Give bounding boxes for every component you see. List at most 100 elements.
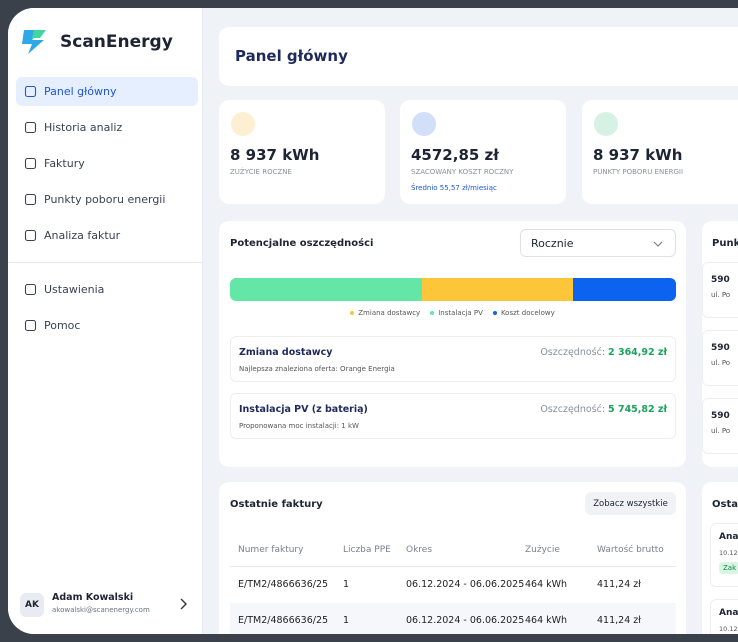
bar-segment bbox=[573, 278, 676, 301]
point-addr: ul. Po bbox=[711, 427, 731, 435]
legend-dot bbox=[430, 311, 435, 315]
legend-item: Instalacja PV bbox=[430, 309, 483, 317]
nav-icon bbox=[24, 193, 37, 206]
nav-item[interactable]: Analiza faktur bbox=[16, 221, 198, 250]
nav-icon bbox=[24, 319, 37, 332]
cell: E/TM2/4866636/25 bbox=[238, 615, 329, 626]
chevron[interactable] bbox=[178, 597, 188, 611]
point-addr: ul. Po bbox=[711, 291, 731, 299]
recent-card: Ostat Ana 10.12. Zak Ana 10.12. bbox=[702, 482, 738, 634]
divider bbox=[8, 262, 203, 263]
cell: E/TM2/4866636/25 bbox=[238, 579, 329, 590]
period-select[interactable]: Rocznie bbox=[520, 229, 676, 257]
points-title: Punkt bbox=[712, 238, 738, 249]
column-header: Numer faktury bbox=[238, 545, 304, 555]
saving-name: Instalacja PV (z baterią) bbox=[239, 404, 368, 415]
user-email: akowalski@scanenergy.com bbox=[52, 606, 150, 614]
saving-amount: 2 364,92 zł bbox=[608, 347, 667, 358]
stat-card: 8 937 kWh ZUŻYCIE ROCZNE bbox=[219, 100, 385, 204]
column-header: Liczba PPE bbox=[343, 545, 391, 555]
recent-item: Ana 10.12. Zak bbox=[710, 523, 738, 587]
savings-bar bbox=[230, 278, 676, 301]
recent-date: 10.12. bbox=[719, 625, 738, 633]
nav-item[interactable]: Ustawienia bbox=[16, 275, 198, 304]
stat-sub: Średnio 55,57 zł/miesiąc bbox=[411, 184, 497, 192]
stat-label: SZACOWANY KOSZT ROCZNY bbox=[411, 168, 514, 176]
brand: ScanEnergy bbox=[60, 32, 173, 52]
stat-icon bbox=[412, 112, 436, 136]
invoices-title: Ostatnie faktury bbox=[230, 499, 323, 510]
saving-desc: Najlepsza znaleziona oferta: Orange Ener… bbox=[239, 365, 395, 373]
legend-label: Koszt docelowy bbox=[500, 309, 555, 317]
point-item: 590 ul. Po bbox=[702, 330, 738, 386]
nav-icon bbox=[24, 157, 37, 170]
legend-label: Zmiana dostawcy bbox=[358, 309, 421, 317]
nav-item[interactable]: Historia analiz bbox=[16, 113, 198, 142]
header-rule bbox=[230, 566, 676, 567]
legend-item: Zmiana dostawcy bbox=[350, 309, 420, 317]
legend-dot bbox=[350, 311, 355, 315]
caret bbox=[653, 241, 663, 247]
stat-card: 4572,85 zł SZACOWANY KOSZT ROCZNY Średnio … bbox=[400, 100, 566, 204]
point-id: 590 bbox=[711, 343, 730, 353]
nav-icon bbox=[24, 283, 37, 296]
cell: 06.12.2024 - 06.06.2025 bbox=[406, 579, 525, 590]
stat-card: 8 937 kWh PUNKTY POBORU ENERGII bbox=[582, 100, 738, 204]
saving-label: Oszczędność: bbox=[540, 347, 606, 358]
point-id: 590 bbox=[711, 275, 730, 285]
saving-desc: Proponowana moc instalacji: 1 kW bbox=[239, 422, 359, 430]
nav-icon bbox=[24, 229, 37, 242]
cell: 464 kWh bbox=[525, 579, 568, 590]
point-addr: ul. Po bbox=[711, 359, 731, 367]
recent-date: 10.12. bbox=[719, 549, 738, 557]
savings-title: Potencjalne oszczędności bbox=[230, 238, 374, 249]
nav-item[interactable]: Faktury bbox=[16, 149, 198, 178]
legend-dot bbox=[492, 311, 497, 315]
avatar: AK bbox=[20, 593, 44, 617]
recent-name: Ana bbox=[719, 608, 738, 618]
stat-value: 4572,85 zł bbox=[411, 146, 499, 164]
saving-amount-row: Oszczędność: 2 364,92 zł bbox=[540, 347, 667, 358]
nav-icon bbox=[24, 85, 37, 98]
stat-value: 8 937 kWh bbox=[230, 146, 320, 164]
recent-title: Ostat bbox=[712, 499, 738, 510]
legend: Zmiana dostawcy Instalacja PV Koszt docelo… bbox=[219, 309, 686, 317]
header: Panel główny bbox=[219, 27, 738, 86]
row-bg bbox=[230, 603, 676, 634]
nav-item[interactable]: Panel główny bbox=[16, 77, 198, 106]
stat-label: PUNKTY POBORU ENERGII bbox=[593, 168, 684, 176]
points-card: Punkt 590 ul. Po 590 ul. Po 590 ul. Po bbox=[702, 221, 738, 467]
saving-label: Oszczędność: bbox=[540, 404, 606, 415]
nav-icon bbox=[24, 121, 37, 134]
point-item: 590 ul. Po bbox=[702, 262, 738, 318]
bar-segment bbox=[230, 278, 422, 301]
nav-item[interactable]: Punkty poboru energii bbox=[16, 185, 198, 214]
savings-card: Potencjalne oszczędności Rocznie Zmiana … bbox=[219, 221, 686, 467]
stat-icon bbox=[231, 112, 255, 136]
recent-name: Ana bbox=[719, 532, 738, 542]
sidebar: ScanEnergy Panel główny Historia analiz Fa… bbox=[8, 8, 203, 634]
cell: 1 bbox=[343, 579, 350, 590]
stat-label: ZUŻYCIE ROCZNE bbox=[230, 168, 292, 176]
nav-item[interactable]: Pomoc bbox=[16, 311, 198, 340]
legend-label: Instalacja PV bbox=[438, 309, 483, 317]
legend-item: Koszt docelowy bbox=[492, 309, 555, 317]
saving-item: Zmiana dostawcy Najlepsza znaleziona ofer… bbox=[230, 336, 676, 382]
column-header: Zużycie bbox=[525, 545, 560, 555]
bar-segment bbox=[421, 278, 574, 301]
saving-item: Instalacja PV (z baterią) Proponowana moc… bbox=[230, 393, 676, 439]
cell: 411,24 zł bbox=[597, 579, 641, 590]
column-header: Okres bbox=[406, 545, 433, 555]
column-header: Wartość brutto bbox=[597, 545, 664, 555]
user-name: Adam Kowalski bbox=[52, 592, 134, 603]
view-all-button[interactable]: Zobacz wszystkie bbox=[585, 492, 676, 515]
invoices-card: Ostatnie faktury Zobacz wszystkie Numer … bbox=[219, 482, 686, 634]
status-badge: Zak bbox=[719, 562, 738, 574]
saving-amount: 5 745,82 zł bbox=[608, 404, 667, 415]
screen: ScanEnergy Panel główny Historia analiz Fa… bbox=[8, 8, 738, 634]
cell: 06.12.2024 - 06.06.2025 bbox=[406, 615, 525, 626]
cell: 1 bbox=[343, 615, 350, 626]
saving-amount-row: Oszczędność: 5 745,82 zł bbox=[540, 404, 667, 415]
cell: 411,24 zł bbox=[597, 615, 641, 626]
